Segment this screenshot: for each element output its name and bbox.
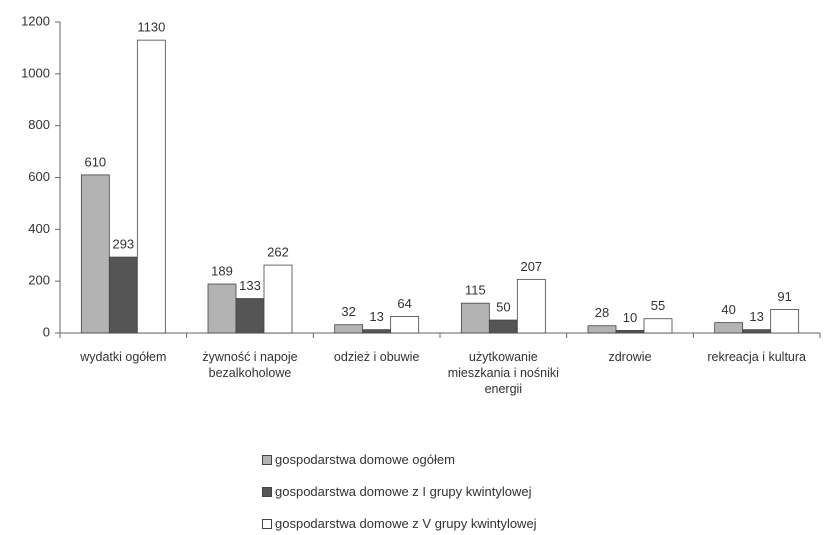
bar — [108, 256, 138, 334]
legend-swatch — [262, 518, 272, 529]
bar — [362, 329, 392, 334]
x-tick-label: rekreacja i kultura — [707, 350, 806, 364]
bar — [488, 319, 518, 334]
legend-item: gospodarstwa domowe z V grupy kwintylowe… — [262, 516, 537, 531]
bar — [207, 283, 237, 334]
y-tick-label: 200 — [28, 273, 50, 288]
bar — [615, 330, 645, 334]
data-label: 133 — [239, 278, 261, 293]
y-tick-label: 600 — [28, 169, 50, 184]
bar — [390, 316, 420, 334]
legend-swatch — [262, 486, 272, 497]
y-tick-label: 400 — [28, 221, 50, 236]
y-tick-label: 800 — [28, 117, 50, 132]
bar — [643, 318, 673, 334]
bar — [587, 325, 617, 334]
x-tick-label: użytkowanie mieszkania i nośniki energii — [447, 350, 559, 396]
legend-label: gospodarstwa domowe ogółem — [275, 452, 455, 467]
bar — [742, 329, 772, 334]
data-label: 55 — [651, 298, 665, 313]
data-label: 40 — [721, 302, 735, 317]
bar — [136, 39, 166, 334]
legend-item: gospodarstwa domowe z I grupy kwintylowe… — [262, 484, 532, 499]
bar — [334, 324, 364, 334]
data-label: 610 — [84, 154, 106, 169]
bar — [263, 264, 293, 334]
x-tick-label: żywność i napoje bezalkoholowe — [202, 350, 298, 380]
data-label: 10 — [623, 310, 637, 325]
data-label: 262 — [267, 245, 289, 260]
legend-item: gospodarstwa domowe ogółem — [262, 452, 455, 467]
y-tick-label: 0 — [43, 324, 50, 339]
data-label: 28 — [595, 305, 609, 320]
bar — [714, 322, 744, 334]
x-tick-label: zdrowie — [608, 350, 652, 364]
data-label: 32 — [341, 304, 355, 319]
bar — [235, 298, 265, 334]
x-tick-label: odzież i obuwie — [333, 350, 420, 364]
legend-swatch — [262, 454, 272, 465]
legend-label: gospodarstwa domowe z V grupy kwintylowe… — [275, 516, 537, 531]
y-tick-label: 1200 — [21, 13, 50, 28]
data-label: 50 — [496, 299, 510, 314]
bar — [460, 302, 490, 334]
data-label: 115 — [465, 283, 486, 298]
bar — [516, 278, 546, 334]
data-label: 13 — [369, 309, 383, 324]
data-label: 207 — [520, 259, 542, 274]
data-label: 293 — [112, 237, 134, 252]
legend-label: gospodarstwa domowe z I grupy kwintylowe… — [275, 484, 532, 499]
y-tick-label: 1000 — [21, 65, 50, 80]
x-tick-label: wydatki ogółem — [80, 350, 167, 364]
bar — [770, 309, 800, 334]
data-label: 1130 — [137, 20, 165, 35]
data-label: 189 — [211, 263, 233, 278]
bar — [80, 174, 110, 334]
data-label: 64 — [397, 296, 411, 311]
data-label: 91 — [777, 289, 791, 304]
data-label: 13 — [749, 309, 763, 324]
